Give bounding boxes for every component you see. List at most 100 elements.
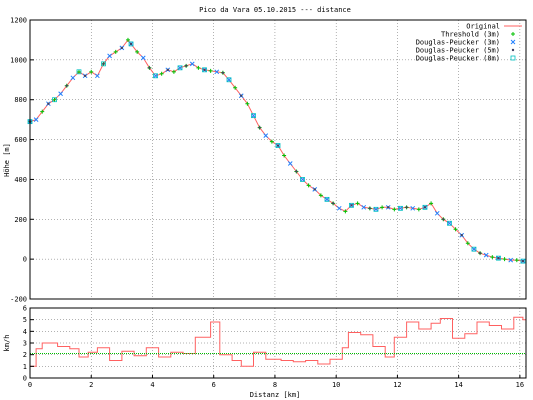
elevation-point-1 [343,209,348,214]
elevation-point-1 [52,97,57,102]
elevation-y-tick-label: 800 [14,96,27,104]
elevation-point-1 [40,109,45,114]
elevation-point-3 [387,206,390,209]
elevation-point-3 [240,94,243,97]
legend-swatch [511,32,515,36]
chart-title: Pico da Vara 05.10.2015 --- distance [199,6,351,14]
speed-y-axis-label: km/h [3,335,11,352]
elevation-point-1 [125,37,130,42]
elevation-point-3 [83,74,87,78]
legend-swatch [510,55,516,61]
elevation-point-3 [368,207,372,210]
elevation-point-4 [153,73,158,79]
elevation-point-1 [514,258,519,263]
elevation-point-2 [153,73,158,79]
elevation-point-2 [214,69,220,75]
elevation-point-2 [263,133,269,138]
elevation-point-2 [336,205,342,211]
elevation-point-2 [373,206,379,212]
elevation-point-2 [95,73,100,79]
elevation-point-2 [300,177,305,182]
elevation-point-1 [159,71,164,76]
legend-label: Douglas-Peucker (5m) [416,47,500,55]
elevation-y-tick-label: 1200 [10,17,27,25]
elevation-point-3 [276,144,280,147]
elevation-y-tick-label: 1000 [10,56,27,64]
elevation-point-3 [258,126,261,129]
speed-y-ticks: 0 1 2 3 4 5 6 [23,305,34,383]
speed-lines [30,316,526,367]
x-axis-label: Distanz [km] [250,391,301,399]
x-tick-label: 6 [212,381,216,389]
x-tick-label: 12 [393,381,401,389]
elevation-point-4 [447,220,452,226]
elevation-point-1 [355,201,360,206]
elevation-point-1 [282,153,287,158]
elevation-point-4 [520,258,526,264]
speed-y-tick-label: 4 [23,328,27,336]
elevation-point-4 [275,143,281,148]
elevation-point-1 [269,139,274,144]
elevation-chart: -200 0 200 400 600 800 1000 1200 Pico da Vara 0… [3,6,527,304]
elevation-point-1 [233,85,238,90]
elevation-y-tick-label: 200 [14,216,27,224]
elevation-point-1 [171,69,176,74]
elevation-point-3 [203,68,206,72]
elevation-point-2 [410,205,416,211]
elevation-y-tick-label: -200 [10,296,27,304]
legend-label: Douglas-Peucker (8m) [416,55,500,63]
elevation-point-2 [324,197,330,202]
elevation-points [27,37,526,264]
elevation-y-ticks: -200 0 200 400 600 800 1000 1200 [10,17,34,304]
elevation-point-1 [429,201,434,206]
x-tick-label: 0 [28,381,32,389]
speed-y-tick-label: 3 [23,340,27,348]
elevation-point-1 [196,65,201,70]
elevation-original-line [29,39,523,262]
x-tick-label: 2 [89,381,93,389]
x-tick-label: 4 [150,381,154,389]
speed-y-tick-label: 6 [23,305,27,313]
elevation-point-4 [422,204,428,210]
elevation-point-3 [478,251,482,255]
elevation-point-3 [423,206,427,209]
elevation-point-4 [349,202,354,208]
elevation-point-1 [135,49,140,54]
elevation-point-3 [442,218,445,221]
elevation-point-1 [76,69,81,74]
elevation-point-4 [202,67,207,73]
elevation-point-2 [58,91,63,97]
elevation-point-2 [107,53,112,59]
elevation-point-3 [148,66,151,70]
elevation-point-1 [306,183,311,188]
elevation-point-3 [166,68,169,72]
elevation-point-3 [102,62,105,66]
elevation-point-1 [208,68,213,73]
elevation-y-axis-label: Höhe [m] [3,143,11,177]
legend-swatch [510,39,516,45]
x-tick-label: 8 [273,381,277,389]
elevation-point-3 [460,234,463,237]
elevation-point-1 [465,241,470,246]
elevation-point-3 [350,204,353,207]
elevation-point-3 [65,84,68,87]
legend-swatch [511,48,515,52]
legend-label: Threshold (3m) [441,31,500,39]
elevation-point-2 [483,252,489,258]
elevation-point-2 [471,246,477,252]
elevation-point-4 [471,246,477,252]
elevation-point-2 [226,77,232,83]
elevation-y-tick-label: 600 [14,136,27,144]
elevation-point-3 [184,64,188,68]
elevation-y-tick-label: 400 [14,176,27,184]
legend-label: Original [466,23,500,31]
elevation-point-2 [251,113,256,119]
elevation-point-3 [295,170,298,173]
elevation-point-3 [47,102,50,105]
speed-y-tick-label: 2 [23,351,27,359]
elevation-point-4 [52,97,57,103]
elevation-point-1 [89,69,94,74]
